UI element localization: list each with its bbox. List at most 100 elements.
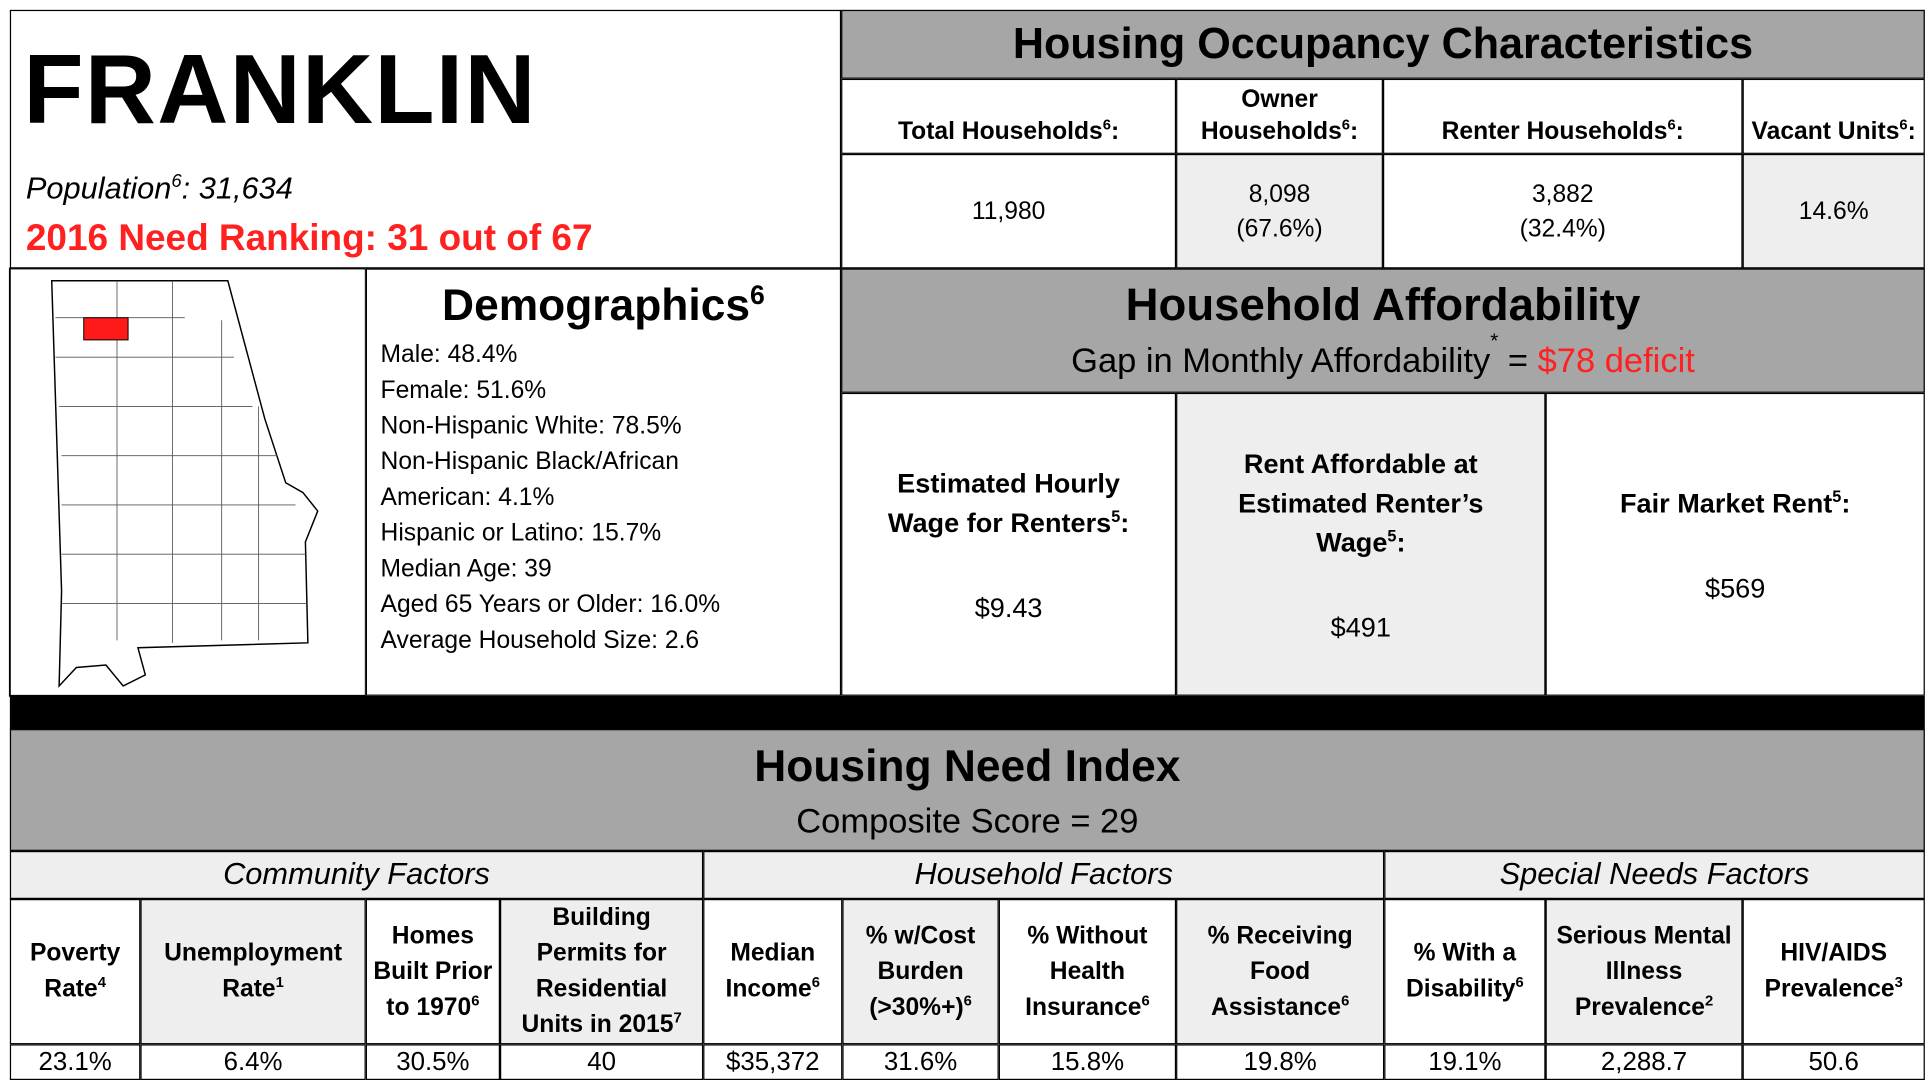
factor-value: 2,288.7	[1545, 1044, 1743, 1080]
demographic-item: Hispanic or Latino: 15.7%	[380, 519, 662, 547]
value-line: 11,980	[971, 197, 1046, 225]
demographics-title-sup: 6	[750, 279, 765, 311]
factor-label-sup: 4	[97, 973, 106, 991]
factor-group: Special Needs Factors	[1384, 850, 1925, 899]
column-label-text: Estimated Hourly Wage for Renters	[887, 468, 1121, 539]
column-label: Renter Households6:	[1434, 116, 1691, 148]
factor-label: HIV/AIDS Prevalence3	[1749, 936, 1919, 1007]
occupancy-title: Housing Occupancy Characteristics	[841, 9, 1925, 79]
value-line: 8,098	[1248, 180, 1311, 208]
occupancy-value: 8,098 (67.6%)	[1176, 153, 1383, 269]
column-value: $9.43	[974, 592, 1043, 624]
factor-label-text: % Without Health Insurance	[1025, 921, 1148, 1021]
column-label-sup: 6	[1667, 116, 1676, 134]
factor-value: 23.1%	[9, 1044, 141, 1080]
column-label-text: :	[1841, 487, 1851, 519]
value-text: 50.6	[1808, 1047, 1859, 1076]
factor-label-sup: 6	[963, 991, 972, 1009]
column-value: $491	[1330, 611, 1391, 643]
group-name: Community Factors	[223, 857, 490, 892]
factor-label-sup: 2	[1704, 991, 1714, 1009]
composite-score: Composite Score = 29	[796, 801, 1139, 840]
population-text: Population	[25, 171, 172, 206]
factor-label: % Receiving Food Assistance6	[1182, 918, 1378, 1025]
factor-header: HIV/AIDS Prevalence3	[1742, 898, 1925, 1045]
column-label-text: Fair Market Rent	[1619, 487, 1833, 519]
section-title: Housing Need Index	[754, 740, 1181, 791]
factor-label-text: % Receiving Food Assistance	[1207, 921, 1353, 1021]
factor-value: 30.5%	[365, 1044, 500, 1080]
factor-value: 50.6	[1742, 1044, 1925, 1080]
value-text: 15.8%	[1050, 1047, 1125, 1076]
factor-label-sup: 6	[1141, 991, 1150, 1009]
demographic-item: Male: 48.4%	[380, 341, 518, 369]
column-label-text: Rent Affordable at Estimated Renter’s Wa…	[1238, 448, 1484, 558]
demographic-item: Non-Hispanic Black/African	[380, 448, 679, 476]
demographics: Demographics6 Male: 48.4% Female: 51.6% Non…	[365, 268, 842, 696]
value-line: 14.6%	[1798, 197, 1869, 225]
occupancy-header: Renter Households6:	[1382, 78, 1743, 154]
column-label-text: :	[1907, 118, 1916, 146]
county-header: FRANKLIN Population6: 31,634 2016 Need Ran…	[9, 9, 842, 269]
column-label-text: :	[1675, 118, 1684, 146]
factor-header: Homes Built Prior to 19706	[365, 898, 500, 1045]
group-name: Special Needs Factors	[1499, 857, 1810, 892]
column-label-sup: 5	[1832, 487, 1842, 506]
occupancy-header: Total Households6:	[841, 78, 1177, 154]
factor-label-sup: 6	[1341, 991, 1350, 1009]
factor-label-text: % w/Cost Burden (>30%+)	[865, 921, 976, 1021]
column-label-sup: 6	[1102, 116, 1112, 134]
affordability-column: Estimated Hourly Wage for Renters5: $9.43	[841, 392, 1177, 696]
factor-label-text: Homes Built Prior to 1970	[373, 921, 493, 1021]
factor-group: Household Factors	[703, 850, 1385, 899]
affordability-gap-text: Gap in Monthly Affordability	[1071, 341, 1491, 380]
value-text: 6.4%	[223, 1047, 283, 1076]
factor-label-sup: 7	[673, 1009, 682, 1027]
column-label-text: Total Households	[897, 118, 1103, 146]
column-label: Total Households6:	[891, 116, 1127, 148]
affordability-column: Rent Affordable at Estimated Renter’s Wa…	[1176, 392, 1546, 696]
column-label-sup: 5	[1111, 506, 1121, 526]
factor-header: % w/Cost Burden (>30%+)6	[842, 898, 999, 1045]
factor-header: Building Permits for Residential Units i…	[499, 898, 704, 1045]
factor-group: Community Factors	[9, 850, 704, 899]
demographic-item: Non-Hispanic White: 78.5%	[380, 412, 682, 440]
factor-label: % With a Disability6	[1390, 936, 1539, 1007]
factor-label: % Without Health Insurance6	[1005, 918, 1170, 1025]
population-sup: 6	[171, 170, 182, 192]
factor-label-sup: 6	[1515, 973, 1524, 991]
occupancy-header: Owner Households6:	[1176, 78, 1383, 154]
factor-label: Poverty Rate4	[16, 936, 134, 1007]
factor-label: Median Income6	[709, 936, 836, 1007]
column-label: Estimated Hourly Wage for Renters5:	[867, 464, 1150, 543]
factor-label-text: Median Income	[725, 939, 816, 1003]
factor-header: Poverty Rate4	[9, 898, 141, 1045]
factor-value: 40	[499, 1044, 704, 1080]
value-line: (32.4%)	[1519, 214, 1606, 242]
population: Population6: 31,634	[26, 171, 293, 207]
factor-label-sup: 6	[811, 973, 821, 991]
value-text: 30.5%	[396, 1047, 470, 1076]
value-text: 2,288.7	[1600, 1047, 1688, 1076]
value-text: 19.8%	[1243, 1047, 1317, 1076]
value-line: (67.6%)	[1236, 214, 1323, 242]
factor-label: Serious Mental Illness Prevalence2	[1552, 918, 1737, 1025]
column-label-sup: 5	[1387, 526, 1397, 546]
divider-band	[9, 695, 1925, 730]
population-text: : 31,634	[181, 171, 293, 206]
factor-label-text: Building Permits for Residential Units i…	[521, 903, 674, 1039]
demographic-item: Average Household Size: 2.6	[380, 626, 700, 654]
county-name: FRANKLIN	[23, 34, 537, 145]
column-label-text: Vacant Units	[1751, 118, 1900, 146]
affordability-gap-text: =	[1498, 341, 1538, 380]
value-text: 23.1%	[38, 1047, 112, 1076]
occupancy-value: 14.6%	[1742, 153, 1925, 269]
factor-label-sup: 1	[275, 973, 284, 991]
group-name: Household Factors	[914, 857, 1173, 892]
column-label-text: :	[1111, 118, 1120, 146]
value-text: 19.1%	[1428, 1047, 1502, 1076]
factor-label-text: Poverty Rate	[29, 939, 121, 1003]
deficit: $78 deficit	[1537, 341, 1695, 380]
column-label: Fair Market Rent5:	[1620, 484, 1850, 523]
